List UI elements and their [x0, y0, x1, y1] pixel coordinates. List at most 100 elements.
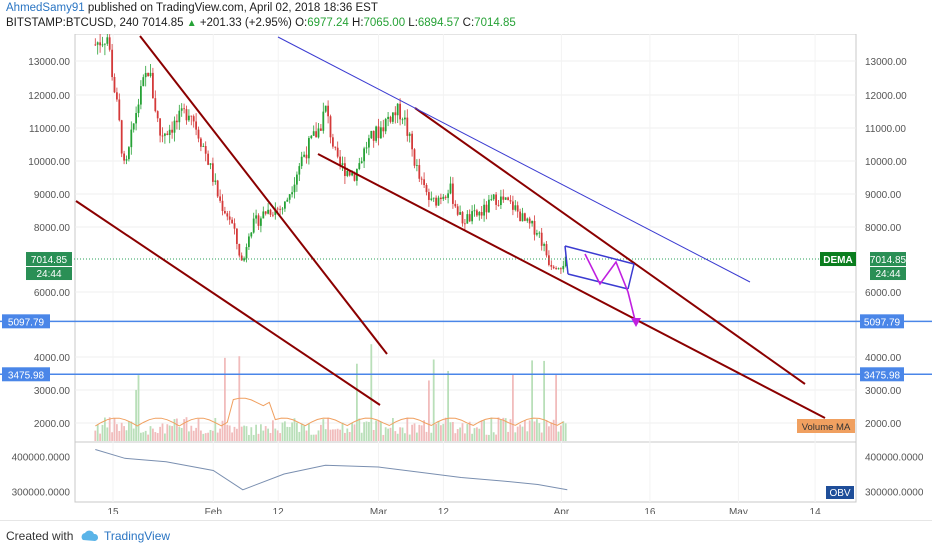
volume-bar — [219, 428, 221, 441]
candle-body — [116, 92, 118, 100]
candle-body — [262, 211, 265, 219]
volume-bar — [200, 430, 202, 441]
open-label: O: — [295, 17, 308, 29]
candle-body — [514, 205, 517, 210]
candle-body — [435, 197, 437, 206]
volume-bar — [473, 428, 476, 441]
candle-body — [94, 44, 97, 46]
volume-bar — [329, 429, 332, 441]
volume-bar — [310, 434, 313, 441]
volume-bar — [183, 419, 185, 441]
candle-body — [264, 211, 267, 214]
candle-body — [315, 131, 317, 138]
volume-bar — [416, 432, 418, 441]
candle-body — [164, 133, 166, 136]
chart-frame[interactable]: 13000.00 13000.00 12000.00 12000.00 11000.00… — [0, 26, 932, 518]
volume-bar — [142, 432, 145, 441]
volume-bar — [363, 422, 365, 441]
candle-body — [149, 72, 152, 77]
candle-body — [176, 120, 178, 123]
candle-body — [476, 210, 478, 216]
volume-bar — [96, 424, 99, 441]
obv-pane — [74, 441, 857, 503]
created-with-text: Created with — [6, 529, 74, 543]
author-link[interactable]: AhmedSamy91 — [6, 2, 85, 14]
volume-bar — [332, 429, 334, 441]
volume-bar — [509, 419, 512, 441]
volume-bar — [449, 422, 452, 441]
candle-body — [140, 86, 142, 105]
candle-body — [276, 208, 279, 210]
candle-body — [526, 218, 529, 221]
candle-body — [394, 112, 397, 116]
volume-bar — [152, 428, 154, 441]
volume-bar — [372, 429, 375, 441]
y-tick-label-right: 9000.00 — [865, 190, 902, 201]
volume-bar — [164, 433, 166, 441]
candle-body — [272, 214, 274, 216]
candle-body — [108, 37, 111, 50]
candle-body — [480, 212, 483, 216]
candle-body — [99, 42, 101, 46]
candle-body — [437, 197, 440, 206]
level-badge-right — [860, 314, 904, 329]
candle-body — [540, 232, 543, 246]
volume-bar — [368, 421, 370, 441]
candle-body — [500, 196, 502, 206]
candle-body — [413, 149, 416, 166]
candle-body — [154, 98, 157, 112]
volume-bar — [140, 432, 142, 441]
obv-label: OBV — [829, 488, 850, 499]
candle-body — [183, 108, 185, 110]
candle-body — [447, 193, 449, 198]
volume-bar — [118, 430, 121, 441]
volume-bar — [286, 426, 289, 441]
price-chart[interactable]: 13000.00 13000.00 12000.00 12000.00 11000.00… — [0, 26, 932, 518]
candle-body — [562, 266, 565, 270]
bar-timer-right: 24:44 — [875, 269, 900, 280]
candle-body — [221, 200, 224, 211]
volume-bar — [308, 423, 310, 441]
volume-bar — [425, 431, 428, 441]
candle-body — [370, 130, 373, 139]
axis-badges: 5097.79 5097.79 3475.98 3475.98 7014.85 24:44… — [2, 252, 907, 499]
volume-bar — [327, 417, 329, 441]
candle-body — [548, 255, 550, 265]
x-tick-label: 14 — [810, 507, 822, 514]
chart-header: AhmedSamy91 published on TradingView.com… — [6, 0, 926, 34]
candle-body — [233, 223, 236, 229]
level-label-right: 5097.79 — [864, 317, 901, 328]
volume-bar — [485, 434, 488, 441]
volume-bar — [108, 417, 111, 441]
candle-body — [130, 129, 133, 148]
candle-body — [192, 116, 195, 122]
volume-bar — [281, 422, 284, 441]
volume-bar — [514, 432, 517, 441]
candle-body — [104, 43, 106, 45]
volume-bar — [540, 432, 543, 441]
candle-body — [260, 218, 262, 226]
candle-body — [507, 197, 509, 201]
candle-body — [483, 204, 485, 216]
volume-bar — [430, 432, 433, 441]
candle-body — [320, 128, 322, 131]
tradingview-brand[interactable]: TradingView — [104, 529, 171, 543]
candle-body — [555, 268, 557, 270]
volume-bar — [437, 421, 440, 441]
candle-body — [358, 163, 361, 169]
forecast-arrowhead — [631, 318, 641, 327]
candle-body — [327, 105, 329, 117]
candle-body — [363, 148, 365, 162]
volume-bar — [396, 433, 399, 441]
candle-body — [497, 204, 500, 206]
y-tick-label-left: 4000.00 — [34, 353, 71, 364]
y-tick-label-right: 11000.00 — [865, 124, 906, 135]
volume-bar — [356, 363, 358, 441]
volume-bar — [504, 418, 507, 441]
candle-body — [300, 156, 303, 167]
change-value: +201.33 (+2.95%) — [199, 17, 292, 29]
volume-bar — [224, 357, 226, 441]
volume-bar — [293, 418, 296, 441]
volume-bar — [344, 432, 346, 441]
candle-body — [344, 163, 346, 176]
